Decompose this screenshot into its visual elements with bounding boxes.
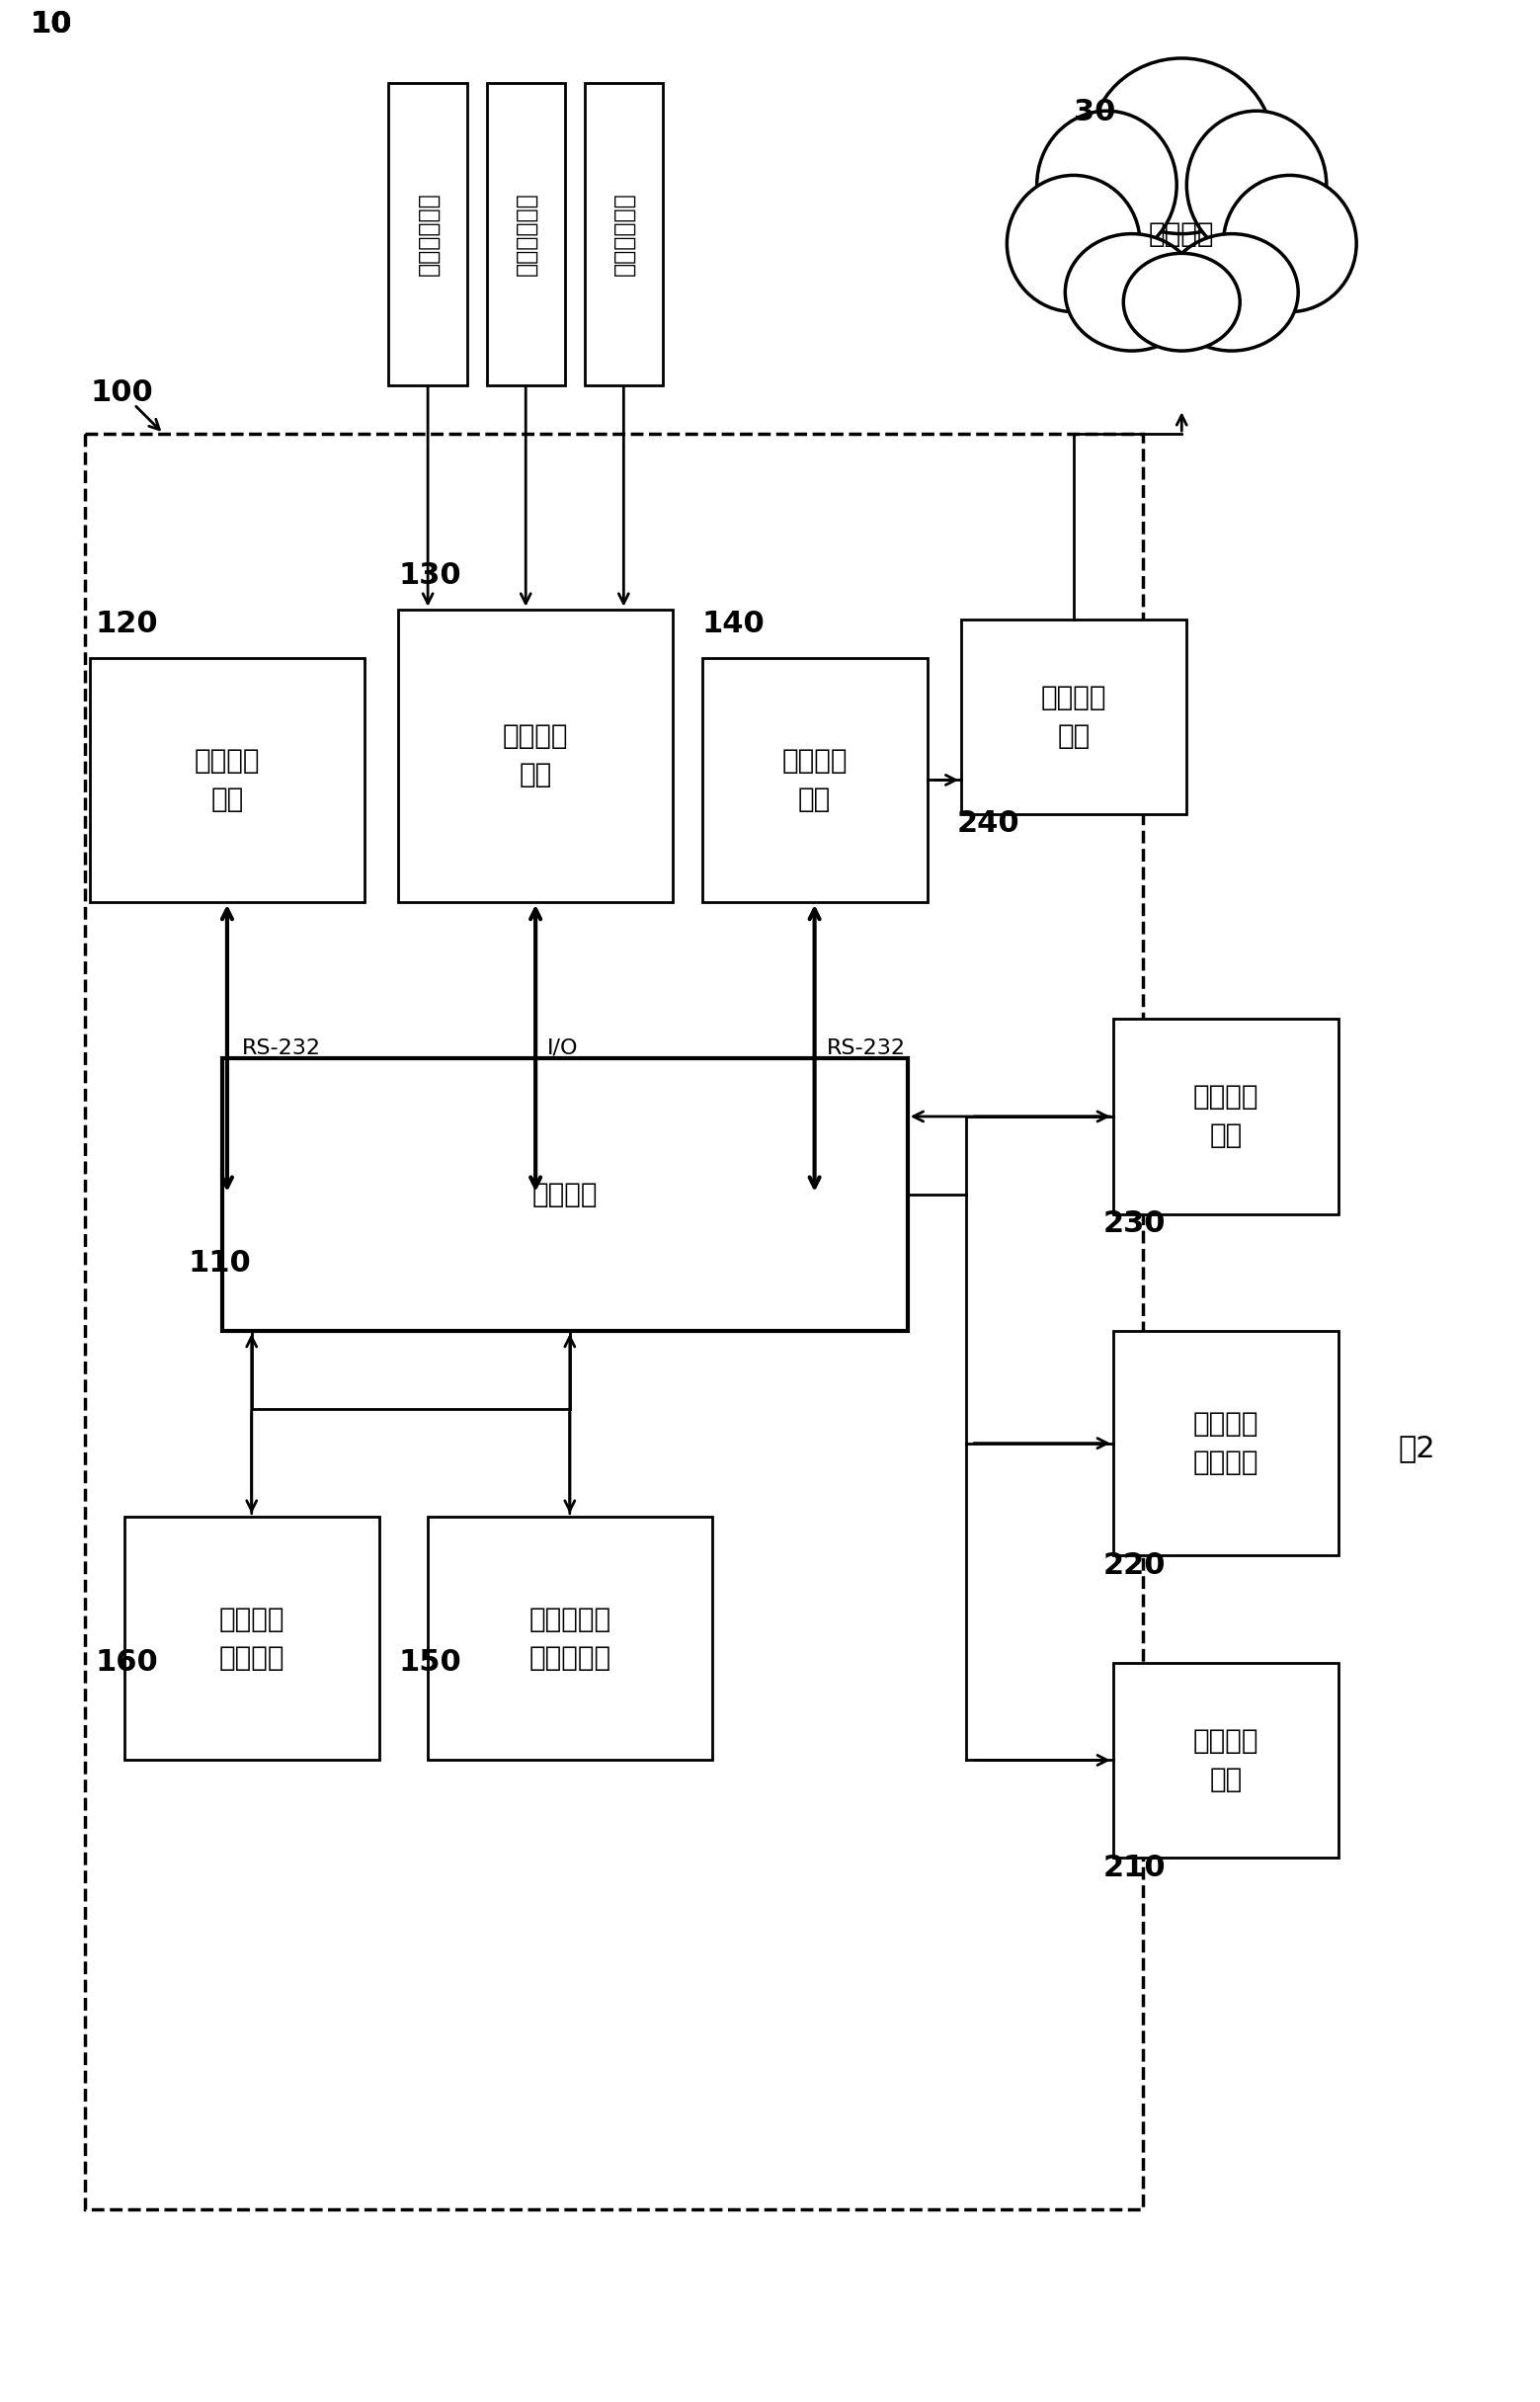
Text: 160: 160 — [95, 1648, 159, 1677]
Bar — [585, 82, 662, 384]
Ellipse shape — [1007, 175, 1140, 312]
Text: 待测的电路板: 待测的电路板 — [611, 192, 636, 276]
Text: 待测的电路板: 待测的电路板 — [514, 192, 537, 276]
Text: 240: 240 — [956, 809, 1019, 838]
Text: I/O: I/O — [547, 1038, 579, 1059]
Bar — [428, 1516, 711, 1761]
Text: RS-232: RS-232 — [242, 1038, 320, 1059]
Bar — [1113, 1662, 1338, 1857]
Ellipse shape — [1223, 175, 1357, 312]
Text: 210: 210 — [1103, 1854, 1166, 1881]
Text: 异常测试状
况警示模块: 异常测试状 况警示模块 — [528, 1605, 611, 1672]
Text: RS-232: RS-232 — [827, 1038, 906, 1059]
Text: 30: 30 — [1073, 98, 1116, 127]
Text: 网络系统: 网络系统 — [1149, 221, 1215, 247]
Bar — [388, 82, 467, 384]
Text: 220: 220 — [1103, 1552, 1166, 1581]
Bar — [399, 610, 673, 901]
Text: 10: 10 — [29, 10, 72, 38]
Text: 10: 10 — [29, 10, 72, 38]
Text: 语音通告
模块: 语音通告 模块 — [1194, 1083, 1258, 1151]
Ellipse shape — [1166, 233, 1298, 351]
Ellipse shape — [1187, 110, 1326, 259]
Bar — [487, 82, 565, 384]
Bar — [85, 435, 1143, 2210]
Bar — [702, 658, 927, 901]
Text: 150: 150 — [399, 1648, 462, 1677]
Text: 130: 130 — [399, 560, 462, 588]
Text: 主控模块: 主控模块 — [531, 1182, 598, 1208]
Bar — [89, 658, 363, 901]
Text: 110: 110 — [188, 1249, 251, 1278]
Bar — [222, 1057, 907, 1331]
Ellipse shape — [1066, 233, 1198, 351]
Text: 温湿调控
模块: 温湿调控 模块 — [194, 747, 260, 814]
Text: 待测的电路板: 待测的电路板 — [416, 192, 440, 276]
Text: 图2: 图2 — [1398, 1434, 1435, 1463]
Text: 远端控制
模块: 远端控制 模块 — [1041, 685, 1107, 749]
Ellipse shape — [1123, 252, 1240, 351]
Text: 120: 120 — [95, 610, 157, 639]
Text: 10: 10 — [29, 10, 72, 38]
Bar — [961, 620, 1186, 814]
Bar — [1113, 1331, 1338, 1556]
Text: 测试结果
生成模块: 测试结果 生成模块 — [219, 1605, 285, 1672]
Text: 阻抗量测
模块: 阻抗量测 模块 — [782, 747, 847, 814]
Bar — [1113, 1018, 1338, 1213]
Text: 网站公告
模块: 网站公告 模块 — [1194, 1727, 1258, 1794]
Text: 测试连线
模块: 测试连线 模块 — [502, 723, 568, 788]
Text: 100: 100 — [89, 380, 152, 406]
Bar — [125, 1516, 379, 1761]
Text: 140: 140 — [702, 610, 765, 639]
Ellipse shape — [1090, 58, 1274, 233]
Text: 230: 230 — [1103, 1211, 1166, 1237]
Text: 电子邮件
发送模块: 电子邮件 发送模块 — [1194, 1410, 1258, 1477]
Ellipse shape — [1036, 110, 1177, 259]
